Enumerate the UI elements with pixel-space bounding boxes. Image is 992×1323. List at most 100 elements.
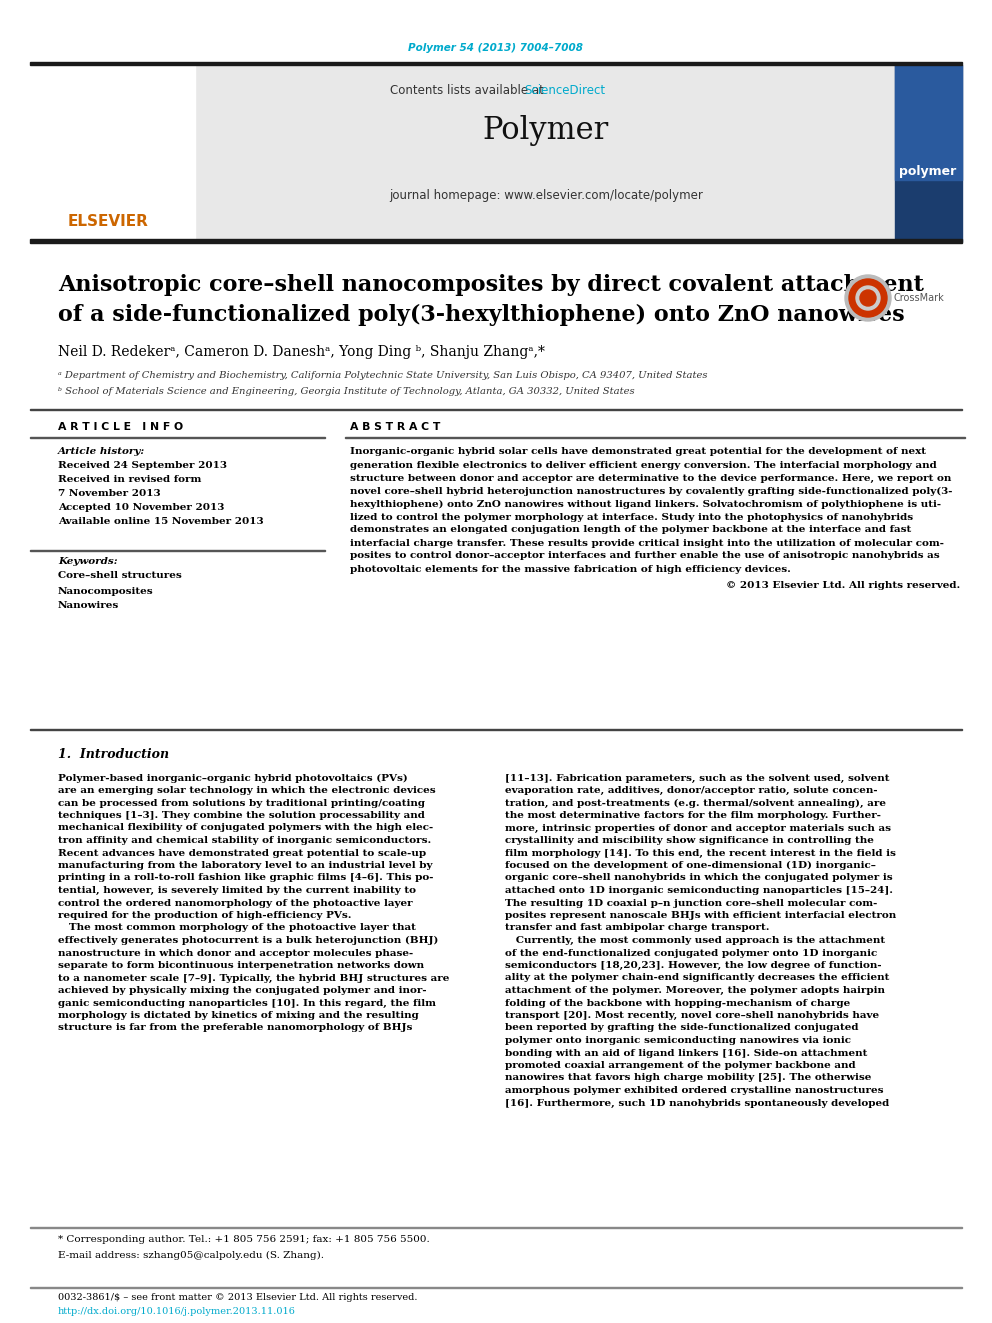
Text: printing in a roll-to-roll fashion like graphic films [4–6]. This po-: printing in a roll-to-roll fashion like …: [58, 873, 434, 882]
Text: techniques [1–3]. They combine the solution processability and: techniques [1–3]. They combine the solut…: [58, 811, 425, 820]
Text: novel core–shell hybrid heterojunction nanostructures by covalently grafting sid: novel core–shell hybrid heterojunction n…: [350, 487, 952, 496]
Text: structure between donor and acceptor are determinative to the device performance: structure between donor and acceptor are…: [350, 474, 951, 483]
Text: can be processed from solutions by traditional printing/coating: can be processed from solutions by tradi…: [58, 799, 425, 807]
Text: Polymer: Polymer: [483, 115, 609, 146]
Text: The resulting 1D coaxial p–n junction core–shell molecular com-: The resulting 1D coaxial p–n junction co…: [505, 898, 877, 908]
Text: focused on the development of one-dimensional (1D) inorganic–: focused on the development of one-dimens…: [505, 861, 876, 871]
Text: Polymer 54 (2013) 7004–7008: Polymer 54 (2013) 7004–7008: [409, 44, 583, 53]
Text: ality at the polymer chain-end significantly decreases the efficient: ality at the polymer chain-end significa…: [505, 974, 890, 983]
Bar: [30, 729, 962, 730]
Text: [16]. Furthermore, such 1D nanohybrids spontaneously developed: [16]. Furthermore, such 1D nanohybrids s…: [505, 1098, 889, 1107]
Text: Accepted 10 November 2013: Accepted 10 November 2013: [58, 504, 224, 512]
Text: A R T I C L E   I N F O: A R T I C L E I N F O: [58, 422, 184, 433]
Bar: [895, 65, 962, 242]
Text: organic core–shell nanohybrids in which the conjugated polymer is: organic core–shell nanohybrids in which …: [505, 873, 893, 882]
Text: photovoltaic elements for the massive fabrication of high efficiency devices.: photovoltaic elements for the massive fa…: [350, 565, 791, 573]
Text: ganic semiconducting nanoparticles [10]. In this regard, the film: ganic semiconducting nanoparticles [10].…: [58, 999, 436, 1008]
Text: tration, and post-treatments (e.g. thermal/solvent annealing), are: tration, and post-treatments (e.g. therm…: [505, 798, 886, 807]
Text: posites to control donor–acceptor interfaces and further enable the use of aniso: posites to control donor–acceptor interf…: [350, 552, 939, 561]
Text: posites represent nanoscale BHJs with efficient interfacial electron: posites represent nanoscale BHJs with ef…: [505, 912, 896, 919]
Text: nanowires that favors high charge mobility [25]. The otherwise: nanowires that favors high charge mobili…: [505, 1073, 871, 1082]
Text: control the ordered nanomorphology of the photoactive layer: control the ordered nanomorphology of th…: [58, 898, 413, 908]
Text: attached onto 1D inorganic semiconducting nanoparticles [15–24].: attached onto 1D inorganic semiconductin…: [505, 886, 893, 894]
Text: journal homepage: www.elsevier.com/locate/polymer: journal homepage: www.elsevier.com/locat…: [389, 188, 703, 201]
Text: ELSEVIER: ELSEVIER: [67, 214, 149, 229]
Text: Nanowires: Nanowires: [58, 602, 119, 610]
Text: polymer: polymer: [900, 165, 956, 179]
Text: attachment of the polymer. Moreover, the polymer adopts hairpin: attachment of the polymer. Moreover, the…: [505, 986, 885, 995]
Text: folding of the backbone with hopping-mechanism of charge: folding of the backbone with hopping-mec…: [505, 999, 850, 1008]
Text: interfacial charge transfer. These results provide critical insight into the uti: interfacial charge transfer. These resul…: [350, 538, 944, 548]
Text: manufacturing from the laboratory level to an industrial level by: manufacturing from the laboratory level …: [58, 861, 433, 871]
Text: separate to form bicontinuous interpenetration networks down: separate to form bicontinuous interpenet…: [58, 960, 425, 970]
Text: mechanical flexibility of conjugated polymers with the high elec-: mechanical flexibility of conjugated pol…: [58, 823, 434, 832]
Text: Keywords:: Keywords:: [58, 557, 118, 566]
Text: hexylthiophene) onto ZnO nanowires without ligand linkers. Solvatochromism of po: hexylthiophene) onto ZnO nanowires witho…: [350, 500, 941, 508]
Text: achieved by physically mixing the conjugated polymer and inor-: achieved by physically mixing the conjug…: [58, 986, 427, 995]
Text: tential, however, is severely limited by the current inability to: tential, however, is severely limited by…: [58, 886, 416, 894]
Text: Nanocomposites: Nanocomposites: [58, 586, 154, 595]
Text: morphology is dictated by kinetics of mixing and the resulting: morphology is dictated by kinetics of mi…: [58, 1011, 419, 1020]
Text: Anisotropic core–shell nanocomposites by direct covalent attachment: Anisotropic core–shell nanocomposites by…: [58, 274, 924, 296]
Text: 0032-3861/$ – see front matter © 2013 Elsevier Ltd. All rights reserved.: 0032-3861/$ – see front matter © 2013 El…: [58, 1294, 418, 1303]
Text: to a nanometer scale [7–9]. Typically, the hybrid BHJ structures are: to a nanometer scale [7–9]. Typically, t…: [58, 974, 449, 983]
Text: promoted coaxial arrangement of the polymer backbone and: promoted coaxial arrangement of the poly…: [505, 1061, 856, 1070]
Text: ᵃ Department of Chemistry and Biochemistry, California Polytechnic State Univers: ᵃ Department of Chemistry and Biochemist…: [58, 372, 707, 381]
Text: Neil D. Redekerᵃ, Cameron D. Daneshᵃ, Yong Ding ᵇ, Shanju Zhangᵃ,*: Neil D. Redekerᵃ, Cameron D. Daneshᵃ, Yo…: [58, 345, 545, 359]
Text: nanostructure in which donor and acceptor molecules phase-: nanostructure in which donor and accepto…: [58, 949, 414, 958]
Bar: [30, 409, 962, 410]
Text: 1.  Introduction: 1. Introduction: [58, 747, 169, 761]
Text: A B S T R A C T: A B S T R A C T: [350, 422, 440, 433]
Text: E-mail address: szhang05@calpoly.edu (S. Zhang).: E-mail address: szhang05@calpoly.edu (S.…: [58, 1250, 324, 1259]
Text: © 2013 Elsevier Ltd. All rights reserved.: © 2013 Elsevier Ltd. All rights reserved…: [726, 582, 960, 590]
Circle shape: [849, 279, 887, 318]
Text: Contents lists available at: Contents lists available at: [390, 83, 548, 97]
Text: The most common morphology of the photoactive layer that: The most common morphology of the photoa…: [58, 923, 416, 933]
Text: Received in revised form: Received in revised form: [58, 475, 201, 484]
Bar: [895, 65, 962, 180]
Text: CrossMark: CrossMark: [893, 292, 943, 303]
Text: tron affinity and chemical stability of inorganic semiconductors.: tron affinity and chemical stability of …: [58, 836, 432, 845]
Text: Article history:: Article history:: [58, 447, 145, 456]
Text: more, intrinsic properties of donor and acceptor materials such as: more, intrinsic properties of donor and …: [505, 823, 891, 832]
Text: 7 November 2013: 7 November 2013: [58, 490, 161, 499]
Text: of the end-functionalized conjugated polymer onto 1D inorganic: of the end-functionalized conjugated pol…: [505, 949, 877, 958]
Text: bonding with an aid of ligand linkers [16]. Side-on attachment: bonding with an aid of ligand linkers [1…: [505, 1049, 867, 1057]
Text: of a side-functionalized poly(3-hexylthiophene) onto ZnO nanowires: of a side-functionalized poly(3-hexylthi…: [58, 304, 905, 325]
Text: transfer and fast ambipolar charge transport.: transfer and fast ambipolar charge trans…: [505, 923, 770, 933]
Text: required for the production of high-efficiency PVs.: required for the production of high-effi…: [58, 912, 351, 919]
Text: Available online 15 November 2013: Available online 15 November 2013: [58, 517, 264, 527]
Text: * Corresponding author. Tel.: +1 805 756 2591; fax: +1 805 756 5500.: * Corresponding author. Tel.: +1 805 756…: [58, 1236, 430, 1245]
Text: structure is far from the preferable nanomorphology of BHJs: structure is far from the preferable nan…: [58, 1024, 413, 1032]
Text: been reported by grafting the side-functionalized conjugated: been reported by grafting the side-funct…: [505, 1024, 858, 1032]
Text: the most determinative factors for the film morphology. Further-: the most determinative factors for the f…: [505, 811, 881, 820]
Text: film morphology [14]. To this end, the recent interest in the field is: film morphology [14]. To this end, the r…: [505, 848, 896, 857]
Text: polymer onto inorganic semiconducting nanowires via ionic: polymer onto inorganic semiconducting na…: [505, 1036, 851, 1045]
Text: lized to control the polymer morphology at interface. Study into the photophysic: lized to control the polymer morphology …: [350, 512, 913, 521]
Text: effectively generates photocurrent is a bulk heterojunction (BHJ): effectively generates photocurrent is a …: [58, 935, 438, 945]
Text: Received 24 September 2013: Received 24 September 2013: [58, 462, 227, 471]
Text: http://dx.doi.org/10.1016/j.polymer.2013.11.016: http://dx.doi.org/10.1016/j.polymer.2013…: [58, 1307, 296, 1315]
Text: evaporation rate, additives, donor/acceptor ratio, solute concen-: evaporation rate, additives, donor/accep…: [505, 786, 878, 795]
Bar: [30, 65, 195, 242]
Text: ScienceDirect: ScienceDirect: [525, 83, 605, 97]
Text: [11–13]. Fabrication parameters, such as the solvent used, solvent: [11–13]. Fabrication parameters, such as…: [505, 774, 890, 782]
Text: Currently, the most commonly used approach is the attachment: Currently, the most commonly used approa…: [505, 935, 885, 945]
Text: Core–shell structures: Core–shell structures: [58, 572, 182, 581]
Text: Inorganic-organic hybrid solar cells have demonstrated great potential for the d: Inorganic-organic hybrid solar cells hav…: [350, 447, 926, 456]
Bar: [195, 65, 895, 242]
Text: Recent advances have demonstrated great potential to scale-up: Recent advances have demonstrated great …: [58, 848, 427, 857]
Text: semiconductors [18,20,23]. However, the low degree of function-: semiconductors [18,20,23]. However, the …: [505, 960, 882, 970]
Bar: [30, 62, 962, 65]
Text: are an emerging solar technology in which the electronic devices: are an emerging solar technology in whic…: [58, 786, 435, 795]
Text: Polymer-based inorganic–organic hybrid photovoltaics (PVs): Polymer-based inorganic–organic hybrid p…: [58, 774, 408, 783]
Text: transport [20]. Most recently, novel core–shell nanohybrids have: transport [20]. Most recently, novel cor…: [505, 1011, 879, 1020]
Text: demonstrates an elongated conjugation length of the polymer backbone at the inte: demonstrates an elongated conjugation le…: [350, 525, 912, 534]
Circle shape: [860, 290, 876, 306]
Text: ᵇ School of Materials Science and Engineering, Georgia Institute of Technology, : ᵇ School of Materials Science and Engine…: [58, 388, 635, 397]
Circle shape: [856, 286, 880, 310]
Text: generation flexible electronics to deliver efficient energy conversion. The inte: generation flexible electronics to deliv…: [350, 460, 936, 470]
Bar: [30, 239, 962, 243]
Text: amorphous polymer exhibited ordered crystalline nanostructures: amorphous polymer exhibited ordered crys…: [505, 1086, 884, 1095]
Text: crystallinity and miscibility show significance in controlling the: crystallinity and miscibility show signi…: [505, 836, 874, 845]
